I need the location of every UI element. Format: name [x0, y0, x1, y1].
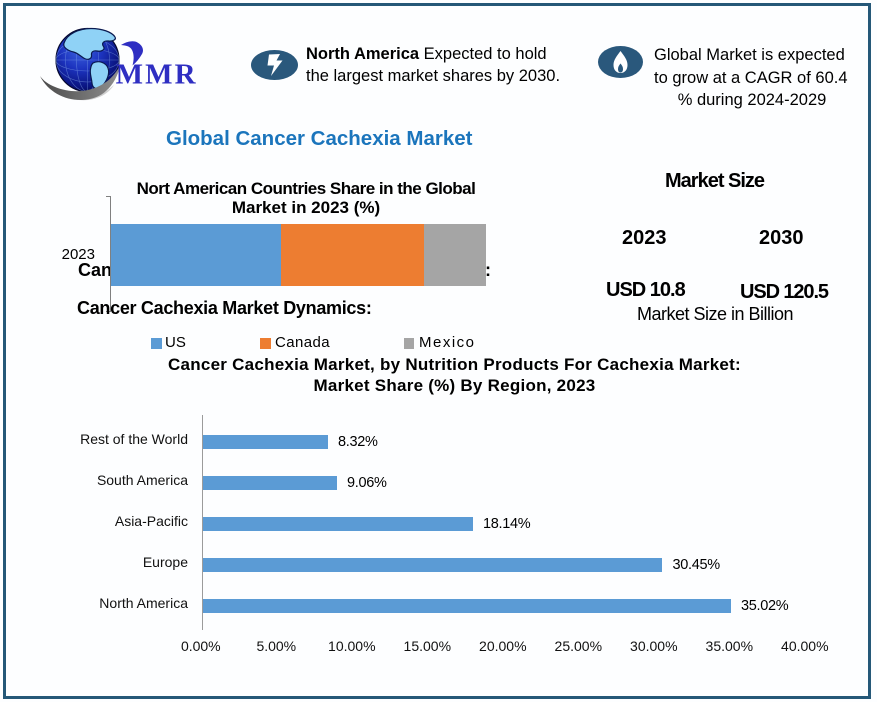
- svg-text:MMR: MMR: [116, 59, 197, 91]
